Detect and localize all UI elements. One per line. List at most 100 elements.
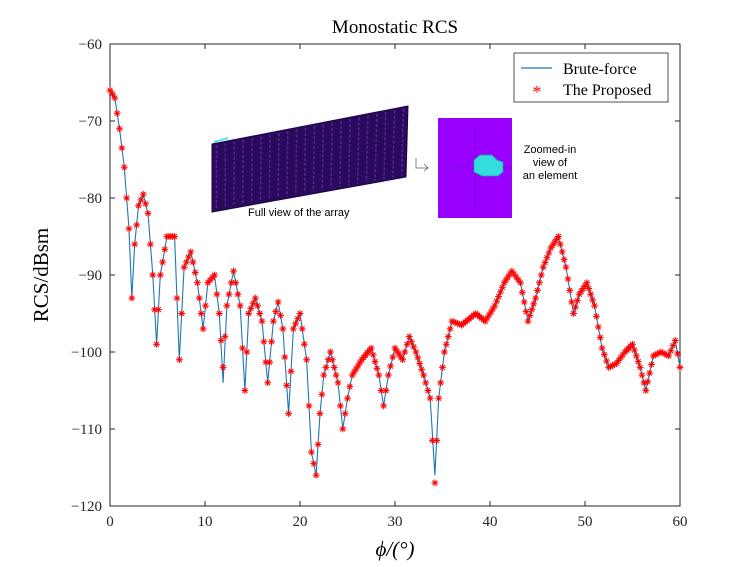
- array-stripe: [312, 126, 316, 192]
- y-axis-label: RCS/dBsm: [29, 228, 53, 323]
- proposed-point: [405, 333, 413, 340]
- proposed-point-stroke: [422, 380, 429, 386]
- proposed-point: [264, 379, 272, 387]
- proposed-point-stroke: [511, 271, 517, 277]
- proposed-point-stroke: [410, 344, 417, 350]
- proposed-point: [144, 210, 152, 217]
- proposed-point: [341, 410, 349, 417]
- axes-triad-icon: [415, 158, 429, 172]
- proposed-point-stroke: [538, 272, 545, 278]
- proposed-point: [283, 381, 291, 389]
- proposed-point-stroke: [187, 249, 194, 255]
- x-tick-label: 10: [198, 514, 213, 530]
- proposed-point: [116, 125, 123, 133]
- proposed-point-stroke: [392, 345, 398, 351]
- proposed-point: [489, 305, 497, 313]
- proposed-point: [585, 285, 593, 292]
- proposed-point-stroke: [228, 279, 235, 286]
- proposed-point-stroke: [250, 300, 256, 306]
- proposed-point-stroke: [555, 233, 562, 240]
- array-stripe: [321, 124, 325, 191]
- proposed-point-stroke: [135, 202, 142, 209]
- proposed-point: [139, 190, 147, 198]
- proposed-point-stroke: [572, 304, 579, 310]
- proposed-point-stroke: [509, 268, 515, 274]
- proposed-point-stroke: [185, 254, 192, 260]
- proposed-point: [155, 306, 162, 314]
- proposed-point-stroke: [639, 372, 645, 378]
- proposed-point: [125, 225, 133, 233]
- array-stripe: [347, 119, 351, 186]
- proposed-point: [301, 340, 308, 348]
- proposed-point-stroke: [394, 348, 400, 354]
- proposed-point: [314, 441, 322, 448]
- proposed-point-stroke: [211, 272, 218, 278]
- proposed-point: [230, 267, 237, 275]
- proposed-point: [558, 248, 566, 256]
- proposed-point-stroke: [126, 226, 132, 232]
- proposed-point-stroke: [266, 359, 273, 366]
- proposed-point-stroke: [368, 345, 375, 351]
- proposed-point: [594, 323, 602, 331]
- proposed-point: [344, 394, 351, 402]
- proposed-point-stroke: [402, 349, 408, 355]
- proposed-point: [223, 302, 231, 310]
- proposed-point: [382, 387, 390, 394]
- proposed-point-stroke: [147, 241, 154, 247]
- proposed-point: [537, 271, 545, 279]
- proposed-point-stroke: [181, 264, 187, 271]
- proposed-point-stroke: [299, 326, 305, 332]
- proposed-point-stroke: [615, 357, 622, 364]
- proposed-point: [375, 371, 383, 379]
- proposed-point: [399, 356, 406, 364]
- proposed-point-stroke: [159, 259, 166, 265]
- proposed-point-stroke: [380, 403, 387, 409]
- proposed-point: [236, 302, 244, 310]
- proposed-point: [305, 402, 313, 410]
- proposed-point-stroke: [138, 197, 144, 203]
- proposed-point: [384, 371, 392, 379]
- array-stripe: [286, 131, 289, 197]
- proposed-point-stroke: [261, 338, 267, 345]
- proposed-point: [441, 348, 448, 356]
- proposed-point-stroke: [264, 380, 271, 386]
- proposed-point: [161, 245, 169, 253]
- proposed-point: [424, 387, 432, 394]
- proposed-point: [648, 361, 655, 368]
- proposed-point: [439, 364, 446, 371]
- array-stripe: [268, 134, 271, 200]
- proposed-point-stroke: [244, 349, 250, 355]
- proposed-point: [591, 302, 598, 310]
- proposed-point-stroke: [617, 355, 624, 361]
- legend-label-proposed: The Proposed: [563, 82, 651, 99]
- array-stripe: [339, 120, 342, 187]
- proposed-point-stroke: [416, 360, 423, 367]
- proposed-point: [336, 402, 344, 410]
- proposed-point: [367, 344, 375, 352]
- proposed-point: [135, 202, 142, 210]
- proposed-point-stroke: [643, 387, 649, 394]
- proposed-point-stroke: [517, 279, 524, 286]
- proposed-point-stroke: [196, 295, 203, 301]
- proposed-point-stroke: [521, 299, 527, 305]
- proposed-point-stroke: [420, 372, 427, 378]
- array-full-view-caption: Full view of the array: [248, 207, 350, 219]
- proposed-point: [517, 279, 524, 287]
- proposed-point-stroke: [378, 387, 384, 394]
- proposed-point: [617, 354, 625, 362]
- proposed-point-stroke: [315, 441, 321, 448]
- x-tick-label: 20: [293, 514, 308, 530]
- proposed-point-stroke: [329, 356, 336, 363]
- proposed-point-stroke: [268, 338, 275, 345]
- proposed-point-stroke: [252, 295, 259, 301]
- proposed-point-stroke: [399, 356, 406, 363]
- proposed-point-stroke: [601, 351, 608, 358]
- proposed-point-stroke: [599, 345, 605, 351]
- proposed-point-stroke: [515, 277, 522, 283]
- array-full-view-inset: Full view of the array: [211, 105, 409, 219]
- proposed-point-stroke: [408, 338, 415, 345]
- proposed-point-stroke: [429, 437, 436, 444]
- proposed-point-stroke: [441, 349, 448, 355]
- element-zoom-inset: Zoomed-in view of an element: [415, 118, 577, 218]
- proposed-point-stroke: [427, 395, 433, 401]
